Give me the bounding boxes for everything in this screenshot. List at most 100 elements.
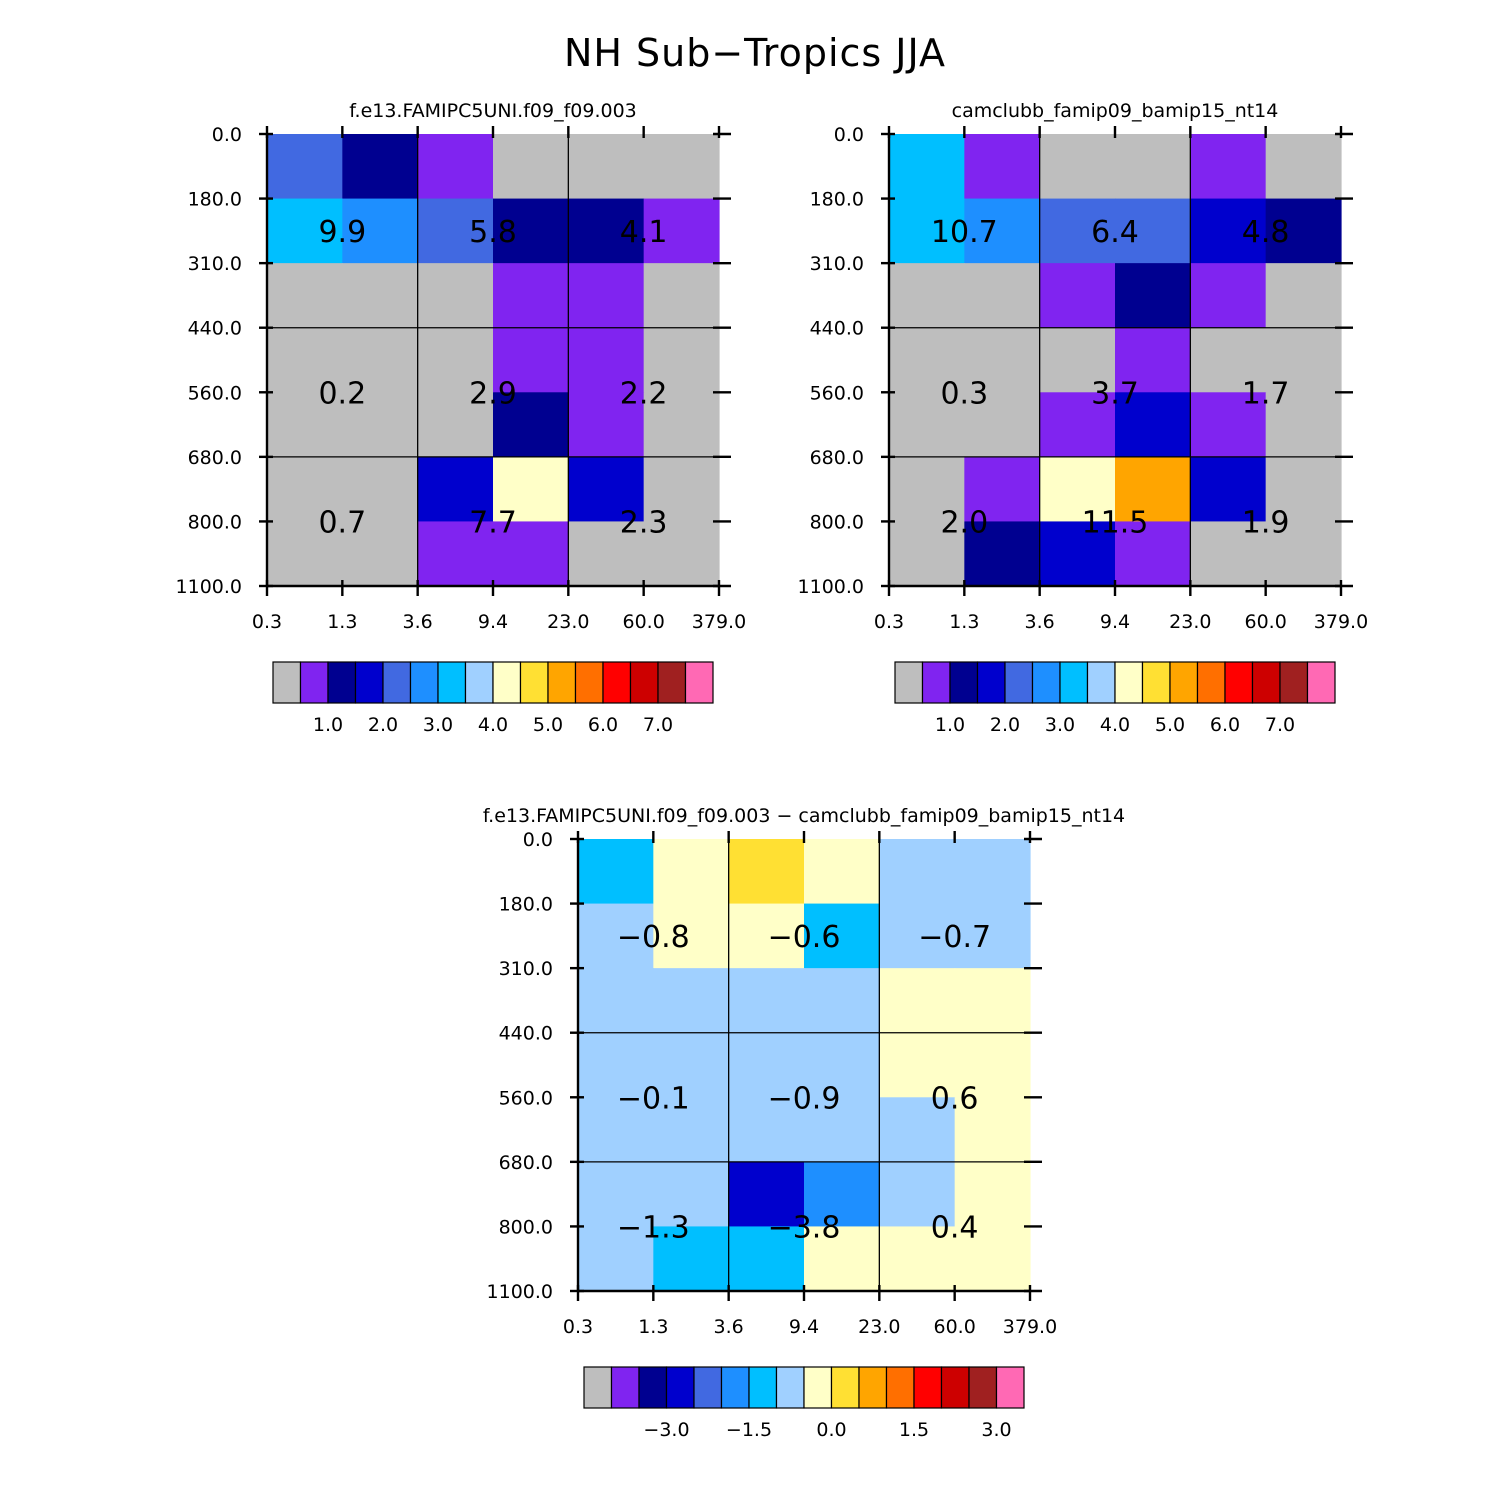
x-tick-label: 1.3 bbox=[949, 611, 979, 633]
heatmap-cell bbox=[568, 198, 645, 264]
heatmap-cell bbox=[804, 903, 880, 969]
colorbar-label: 6.0 bbox=[1210, 714, 1240, 736]
chart-panel-1: f.e13.FAMIPC5UNI.f09_f09.003 9.9 5.8 4.1 0.2… bbox=[176, 100, 747, 736]
heatmap-cell bbox=[1115, 327, 1191, 393]
group-value-label: 2.0 bbox=[940, 505, 988, 540]
colorbar-swatch bbox=[913, 1366, 943, 1409]
x-tick-label: 60.0 bbox=[934, 1316, 976, 1338]
heatmap-cell bbox=[1265, 456, 1342, 523]
x-tick-label: 379.0 bbox=[1003, 1316, 1057, 1338]
heatmap-cell bbox=[653, 1032, 730, 1098]
heatmap-cell bbox=[889, 134, 965, 200]
heatmap-cell bbox=[267, 456, 343, 523]
x-tick-label: 3.6 bbox=[403, 611, 433, 633]
heatmap-cell bbox=[493, 521, 569, 587]
heatmap-cell bbox=[889, 392, 965, 458]
heatmap-cell bbox=[568, 327, 645, 393]
heatmap-cell bbox=[342, 263, 419, 329]
y-tick-label: 310.0 bbox=[499, 958, 553, 980]
y-tick-label: 180.0 bbox=[188, 189, 242, 211]
heatmap-cell bbox=[578, 1161, 654, 1228]
x-tick-label: 60.0 bbox=[1245, 611, 1287, 633]
colorbar-swatch bbox=[693, 1366, 723, 1409]
heatmap-cell bbox=[342, 521, 419, 587]
heatmap-cell bbox=[1115, 392, 1191, 458]
heatmap-cell bbox=[964, 521, 1041, 587]
heatmap-cell bbox=[493, 392, 569, 458]
heatmap-cell bbox=[653, 1097, 730, 1163]
x-tick-label: 0.3 bbox=[252, 611, 282, 633]
colorbar-label: 2.0 bbox=[368, 714, 398, 736]
y-tick-label: 560.0 bbox=[499, 1087, 553, 1109]
heatmap-cell bbox=[342, 198, 419, 264]
colorbar-swatch bbox=[629, 661, 659, 704]
panel-title: f.e13.FAMIPC5UNI.f09_f09.003 − camclubb_… bbox=[483, 805, 1125, 827]
colorbar-label: 4.0 bbox=[478, 714, 508, 736]
heatmap-cell bbox=[417, 521, 494, 587]
heatmap-cell bbox=[889, 521, 965, 587]
colorbar-swatch bbox=[492, 661, 522, 704]
colorbar: 1.0 2.0 3.0 4.0 5.0 6.0 7.0 bbox=[272, 661, 714, 736]
heatmap-cell bbox=[1190, 263, 1267, 329]
y-tick-label: 440.0 bbox=[188, 318, 242, 340]
heatmap-cell bbox=[417, 327, 494, 393]
heatmap-cell bbox=[728, 1097, 805, 1163]
heatmap-cell bbox=[1115, 521, 1191, 587]
heatmap-cell bbox=[1115, 198, 1191, 264]
heatmap-cell bbox=[493, 198, 569, 264]
heatmap-cell bbox=[1039, 327, 1116, 393]
colorbar-swatch bbox=[995, 1366, 1025, 1409]
heatmap-cell bbox=[653, 903, 730, 969]
colorbar-swatch bbox=[894, 661, 924, 704]
chart-panel-2: camclubb_famip09_bamip15_nt14 10.7 6.4 4.8 0… bbox=[798, 100, 1369, 736]
colorbar-swatch bbox=[665, 1366, 695, 1409]
heatmap-cell bbox=[417, 263, 494, 329]
y-tick-label: 1100.0 bbox=[798, 576, 864, 598]
heatmap-cell bbox=[267, 134, 343, 200]
x-tick-label: 23.0 bbox=[858, 1316, 900, 1338]
group-grid bbox=[889, 134, 1341, 586]
group-value-label: 2.3 bbox=[620, 505, 668, 540]
colorbar-swatch bbox=[409, 661, 439, 704]
x-tick-label: 3.6 bbox=[1025, 611, 1055, 633]
y-tick-label: 680.0 bbox=[188, 447, 242, 469]
heatmap-cell bbox=[417, 198, 494, 264]
y-tick-label: 310.0 bbox=[188, 253, 242, 275]
colorbar-label: −1.5 bbox=[726, 1419, 772, 1441]
heatmap-cell bbox=[417, 456, 494, 523]
heatmap-cell bbox=[643, 198, 720, 264]
x-tick-label: 1.3 bbox=[638, 1316, 668, 1338]
heatmap-cell bbox=[653, 1226, 730, 1292]
heatmap-cell bbox=[342, 392, 419, 458]
x-tick-label: 9.4 bbox=[1100, 611, 1130, 633]
y-tick-label: 180.0 bbox=[499, 894, 553, 916]
colorbar-swatch bbox=[775, 1366, 805, 1409]
group-value-label: −0.7 bbox=[918, 920, 991, 955]
heatmap-cell bbox=[954, 968, 1031, 1034]
colorbar-swatch bbox=[437, 661, 467, 704]
colorbar-swatch bbox=[382, 661, 412, 704]
y-tick-label: 800.0 bbox=[810, 511, 864, 533]
group-value-label: 0.2 bbox=[318, 376, 366, 411]
colorbar-swatch bbox=[464, 661, 494, 704]
group-value-label: −1.3 bbox=[617, 1210, 690, 1245]
heatmap-cell bbox=[728, 1032, 805, 1098]
heatmap-cell bbox=[643, 521, 720, 587]
x-tick-label: 3.6 bbox=[714, 1316, 744, 1338]
heatmap-cell bbox=[578, 839, 654, 905]
colorbar-swatch bbox=[1224, 661, 1254, 704]
heatmap-cell bbox=[728, 903, 805, 969]
colorbar-swatch bbox=[1169, 661, 1199, 704]
colorbar-swatch bbox=[574, 661, 604, 704]
heatmap-cell bbox=[879, 1032, 956, 1098]
heatmap-cell bbox=[653, 839, 730, 905]
chart-panel-3: f.e13.FAMIPC5UNI.f09_f09.003 − camclubb_… bbox=[483, 805, 1125, 1441]
x-tick-label: 0.3 bbox=[874, 611, 904, 633]
colorbar-swatch bbox=[354, 661, 384, 704]
y-tick-label: 560.0 bbox=[188, 382, 242, 404]
heatmap-cell bbox=[1265, 263, 1342, 329]
heatmap-cell bbox=[578, 1032, 654, 1098]
heatmap-cell bbox=[342, 327, 419, 393]
heatmap-cell bbox=[568, 392, 645, 458]
panel-title: camclubb_famip09_bamip15_nt14 bbox=[952, 100, 1279, 122]
